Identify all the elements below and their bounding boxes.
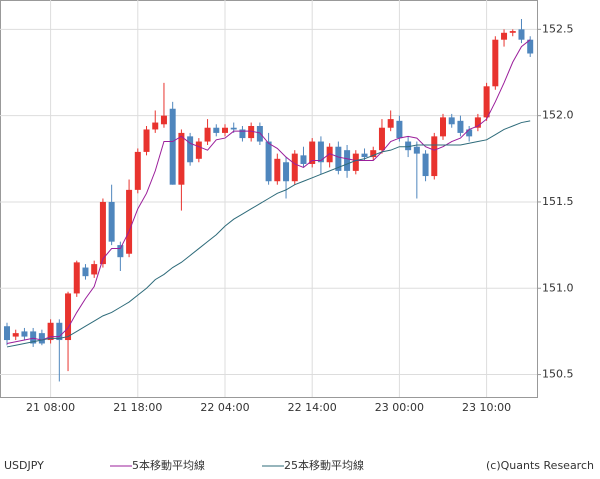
credit: (c)Quants Research: [486, 459, 594, 472]
candle-body: [178, 132, 185, 185]
candle-body: [448, 117, 455, 125]
x-tick-label: 23 00:00: [375, 401, 424, 414]
candle-body: [378, 127, 385, 151]
candle-body: [309, 141, 316, 164]
candle-body: [396, 120, 403, 139]
candle-body: [82, 267, 89, 277]
candle-body: [265, 141, 272, 182]
candle-body: [99, 201, 106, 265]
x-tick-label: 21 18:00: [113, 401, 162, 414]
candle-body: [501, 32, 508, 40]
candle-body: [300, 155, 307, 164]
candle-body: [405, 141, 412, 151]
candle-body: [492, 39, 499, 87]
candle-body: [213, 127, 220, 133]
candle-body: [474, 117, 481, 128]
legend-label: 25本移動平均線: [284, 458, 364, 472]
candle-body: [422, 153, 429, 177]
candle-body: [361, 153, 368, 158]
candle-body: [160, 115, 167, 125]
candle-body: [38, 333, 45, 344]
candle-body: [440, 117, 446, 137]
y-tick-label: 152.5: [542, 22, 574, 35]
x-tick-label: 21 08:00: [26, 401, 75, 414]
candle-body: [509, 31, 516, 33]
candle-body: [352, 153, 359, 171]
candle-body: [413, 146, 420, 154]
candle-body: [73, 262, 80, 294]
candle-body: [56, 322, 63, 341]
candle-body: [518, 29, 525, 40]
candle-body: [335, 146, 342, 171]
candle-body: [457, 120, 464, 133]
candle-body: [483, 86, 490, 118]
candle-body: [12, 333, 19, 337]
moving-average-line: [6, 120, 531, 348]
candle-body: [4, 326, 10, 341]
candle-body: [65, 293, 72, 341]
candle-body: [169, 108, 176, 185]
candle-body: [143, 129, 150, 152]
candle-body: [21, 331, 28, 337]
moving-average-line: [6, 39, 531, 344]
candle-body: [326, 146, 333, 163]
candle-body: [239, 129, 246, 139]
candle-body: [222, 127, 228, 133]
candle-body: [117, 245, 124, 258]
candle-body: [187, 136, 194, 163]
plot-frame: [0, 0, 538, 398]
candle-body: [195, 141, 202, 159]
candle-body: [527, 39, 534, 54]
candle-body: [152, 122, 159, 130]
candle-body: [291, 153, 298, 182]
candle-body: [317, 141, 324, 163]
candle-body: [47, 322, 54, 341]
candle-body: [283, 162, 290, 182]
y-tick-label: 152.0: [542, 109, 574, 122]
candle-body: [256, 126, 263, 142]
candle-body: [108, 201, 115, 242]
candle-body: [431, 136, 438, 177]
symbol: USDJPY: [4, 459, 44, 472]
y-tick-label: 150.5: [542, 368, 574, 381]
candle-body: [274, 158, 281, 182]
candle-body: [134, 151, 141, 190]
y-tick-label: 151.0: [542, 281, 574, 294]
candle-body: [204, 127, 211, 142]
x-tick-label: 23 10:00: [462, 401, 511, 414]
x-tick-label: 22 04:00: [200, 401, 249, 414]
candle-body: [387, 119, 394, 128]
candle-body: [370, 150, 377, 158]
x-tick-label: 22 14:00: [288, 401, 337, 414]
candle-body: [344, 150, 351, 171]
candle-body: [126, 189, 133, 254]
candle-body: [230, 127, 237, 130]
legend-label: 5本移動平均線: [132, 458, 205, 472]
candle-body: [91, 264, 98, 275]
candle-body: [30, 331, 37, 344]
candle-body: [466, 129, 473, 137]
candle-body: [248, 126, 255, 139]
y-tick-label: 151.5: [542, 195, 574, 208]
